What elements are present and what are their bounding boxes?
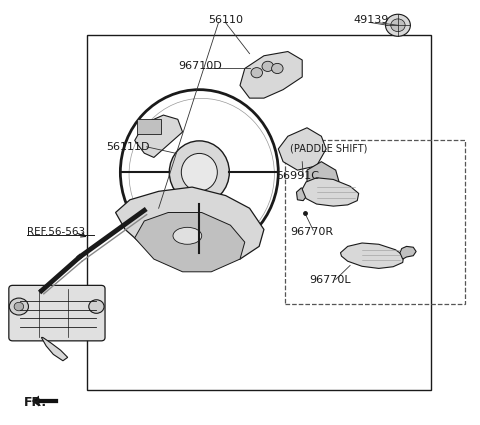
Ellipse shape bbox=[181, 153, 217, 191]
Polygon shape bbox=[297, 188, 307, 201]
Polygon shape bbox=[278, 128, 326, 170]
Text: 96710D: 96710D bbox=[178, 61, 222, 71]
Polygon shape bbox=[240, 51, 302, 98]
Polygon shape bbox=[135, 212, 245, 272]
Polygon shape bbox=[340, 243, 404, 269]
Circle shape bbox=[272, 63, 283, 74]
Ellipse shape bbox=[173, 227, 202, 244]
Text: 49139: 49139 bbox=[354, 15, 389, 25]
Circle shape bbox=[251, 68, 263, 78]
Polygon shape bbox=[41, 337, 68, 361]
Ellipse shape bbox=[169, 141, 229, 204]
Text: FR.: FR. bbox=[24, 396, 47, 409]
Bar bbox=[87, 34, 432, 391]
Text: REF.56-563: REF.56-563 bbox=[27, 227, 85, 237]
Polygon shape bbox=[302, 178, 359, 206]
Polygon shape bbox=[307, 162, 340, 200]
Circle shape bbox=[14, 302, 24, 311]
Text: 96770R: 96770R bbox=[290, 227, 334, 237]
Text: 56110: 56110 bbox=[208, 15, 243, 25]
Polygon shape bbox=[116, 187, 264, 264]
Text: 56111D: 56111D bbox=[106, 142, 149, 152]
Polygon shape bbox=[400, 246, 416, 259]
Bar bbox=[137, 119, 161, 134]
Circle shape bbox=[391, 19, 405, 31]
Text: 56991C: 56991C bbox=[276, 172, 319, 181]
Circle shape bbox=[89, 300, 104, 313]
Bar bbox=[286, 141, 465, 303]
Text: 96770L: 96770L bbox=[310, 275, 351, 285]
Text: (PADDLE SHIFT): (PADDLE SHIFT) bbox=[290, 143, 368, 153]
Circle shape bbox=[9, 298, 28, 315]
Polygon shape bbox=[32, 396, 58, 407]
Circle shape bbox=[385, 14, 410, 36]
FancyBboxPatch shape bbox=[9, 285, 105, 341]
Polygon shape bbox=[135, 115, 182, 157]
Circle shape bbox=[262, 61, 274, 71]
